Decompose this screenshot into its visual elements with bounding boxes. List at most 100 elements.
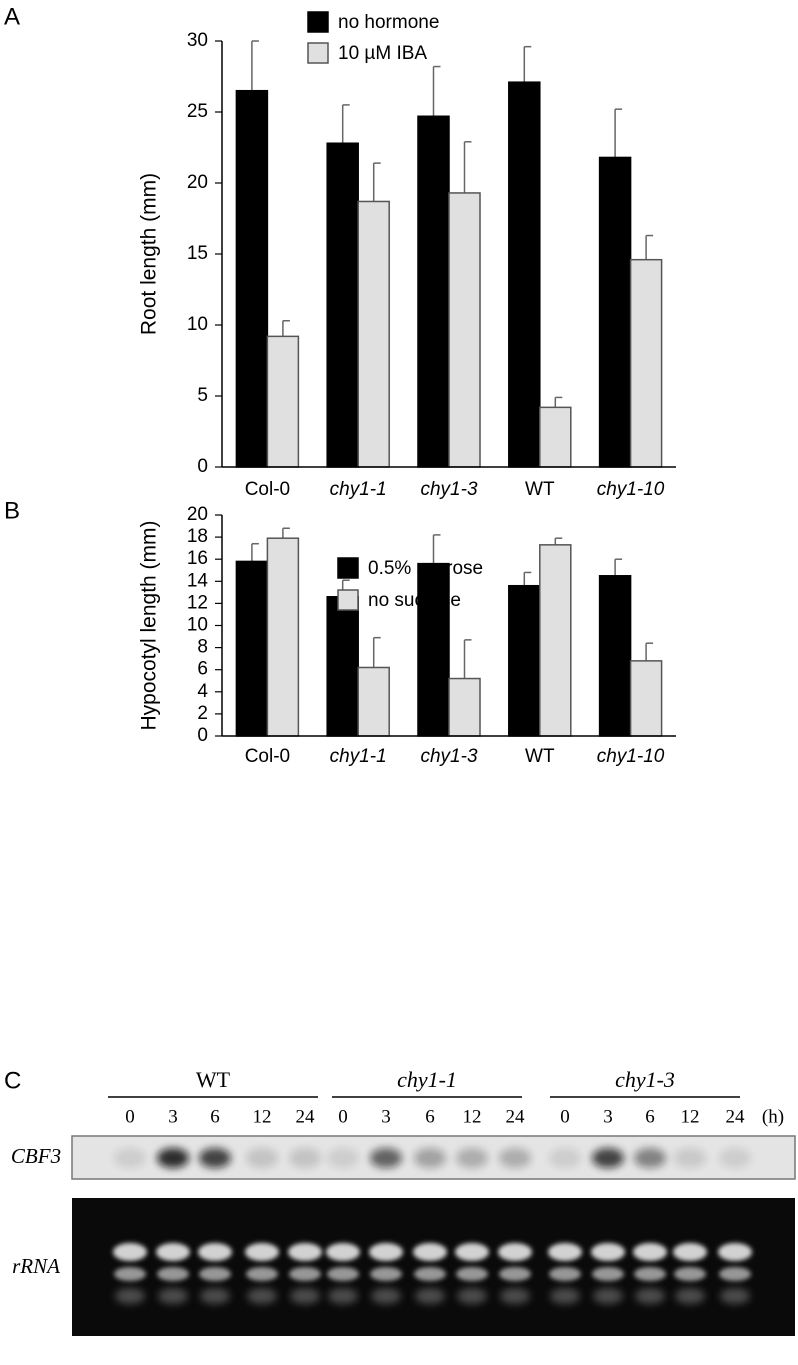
lane-label: 12 — [681, 1106, 700, 1127]
lane-label: 24 — [506, 1106, 526, 1127]
bar — [598, 575, 632, 737]
x-tick-label: chy1-10 — [597, 479, 665, 500]
legend-swatch — [337, 589, 359, 611]
y-tick-label: 14 — [187, 570, 209, 591]
blot-group-label: chy1-3 — [615, 1067, 675, 1092]
lane-label: 12 — [463, 1106, 482, 1127]
y-tick-label: 2 — [197, 703, 208, 724]
lane-label: 24 — [296, 1106, 316, 1127]
y-tick-label: 30 — [187, 30, 208, 51]
blot-rrna — [72, 1198, 795, 1336]
rrna-band — [549, 1267, 581, 1281]
rrna-band — [156, 1243, 190, 1261]
rrna-smear — [328, 1288, 358, 1304]
rrna-band — [673, 1243, 707, 1261]
rrna-band — [414, 1267, 446, 1281]
rrna-smear — [593, 1288, 623, 1304]
rrna-smear — [635, 1288, 665, 1304]
cbf3-band — [719, 1148, 751, 1168]
blot-group-label: chy1-1 — [397, 1067, 457, 1092]
lane-label: 24 — [726, 1106, 746, 1127]
bar — [357, 666, 390, 737]
y-tick-label: 18 — [187, 526, 208, 547]
cbf3-band — [549, 1148, 581, 1168]
legend-label: no sucrose — [368, 590, 461, 611]
cbf3-band — [199, 1148, 231, 1168]
cbf3-band — [634, 1148, 666, 1168]
bar — [629, 660, 663, 737]
bar — [235, 560, 269, 737]
bar — [266, 537, 300, 737]
rrna-smear — [290, 1288, 320, 1304]
legend-swatch — [307, 11, 329, 33]
cbf3-band — [414, 1148, 446, 1168]
bar — [417, 562, 450, 737]
rrna-band — [719, 1267, 751, 1281]
bar — [629, 258, 663, 468]
cbf3-band — [499, 1148, 531, 1168]
y-tick-label: 0 — [197, 725, 208, 746]
y-tick-label: 12 — [187, 592, 208, 613]
rrna-band — [198, 1243, 232, 1261]
panel-label: A — [4, 3, 20, 30]
y-tick-label: 16 — [187, 548, 208, 569]
rrna-band — [592, 1267, 624, 1281]
y-tick-label: 6 — [197, 659, 208, 680]
cbf3-band — [456, 1148, 488, 1168]
y-axis-label: Hypocotyl length (mm) — [138, 520, 161, 730]
rrna-band — [114, 1267, 146, 1281]
y-tick-label: 20 — [187, 504, 208, 525]
cbf3-band — [289, 1148, 321, 1168]
bar — [508, 584, 541, 737]
rrna-band — [498, 1243, 532, 1261]
rrna-band — [370, 1267, 402, 1281]
lane-label: 12 — [253, 1106, 272, 1127]
rrna-band — [591, 1243, 625, 1261]
time-unit: (h) — [762, 1106, 784, 1127]
rrna-band — [499, 1267, 531, 1281]
rrna-smear — [500, 1288, 530, 1304]
legend-label: no hormone — [338, 12, 439, 33]
legend-swatch — [307, 42, 329, 64]
rrna-smear — [550, 1288, 580, 1304]
rrna-band — [289, 1267, 321, 1281]
lane-label: 3 — [381, 1106, 391, 1127]
bar — [357, 200, 390, 468]
rrna-band — [113, 1243, 147, 1261]
blot-group-label: WT — [196, 1067, 231, 1092]
x-tick-label: chy1-1 — [330, 479, 387, 500]
x-tick-label: Col-0 — [245, 479, 290, 500]
bar — [539, 406, 572, 468]
rrna-band — [245, 1243, 279, 1261]
y-axis-label: Root length (mm) — [138, 173, 161, 335]
rrna-smear — [115, 1288, 145, 1304]
rrna-band — [246, 1267, 278, 1281]
y-tick-label: 8 — [197, 637, 208, 658]
rrna-band — [718, 1243, 752, 1261]
lane-label: 3 — [168, 1106, 178, 1127]
rrna-band — [455, 1243, 489, 1261]
y-tick-label: 4 — [197, 681, 208, 702]
cbf3-band — [327, 1148, 359, 1168]
rrna-band — [674, 1267, 706, 1281]
legend-swatch — [337, 557, 359, 579]
panel-label: B — [4, 497, 20, 524]
panel-label: C — [4, 1067, 21, 1094]
x-tick-label: chy1-1 — [330, 746, 387, 767]
lane-label: 0 — [560, 1106, 570, 1127]
row-label: CBF3 — [11, 1144, 61, 1168]
cbf3-band — [674, 1148, 706, 1168]
x-tick-label: WT — [525, 479, 555, 500]
bar — [448, 192, 481, 468]
y-tick-label: 15 — [187, 243, 208, 264]
cbf3-band — [592, 1148, 624, 1168]
rrna-smear — [415, 1288, 445, 1304]
x-tick-label: chy1-3 — [420, 746, 477, 767]
rrna-band — [633, 1243, 667, 1261]
y-tick-label: 10 — [187, 615, 208, 636]
rrna-band — [327, 1267, 359, 1281]
rrna-band — [288, 1243, 322, 1261]
bar — [539, 544, 572, 737]
